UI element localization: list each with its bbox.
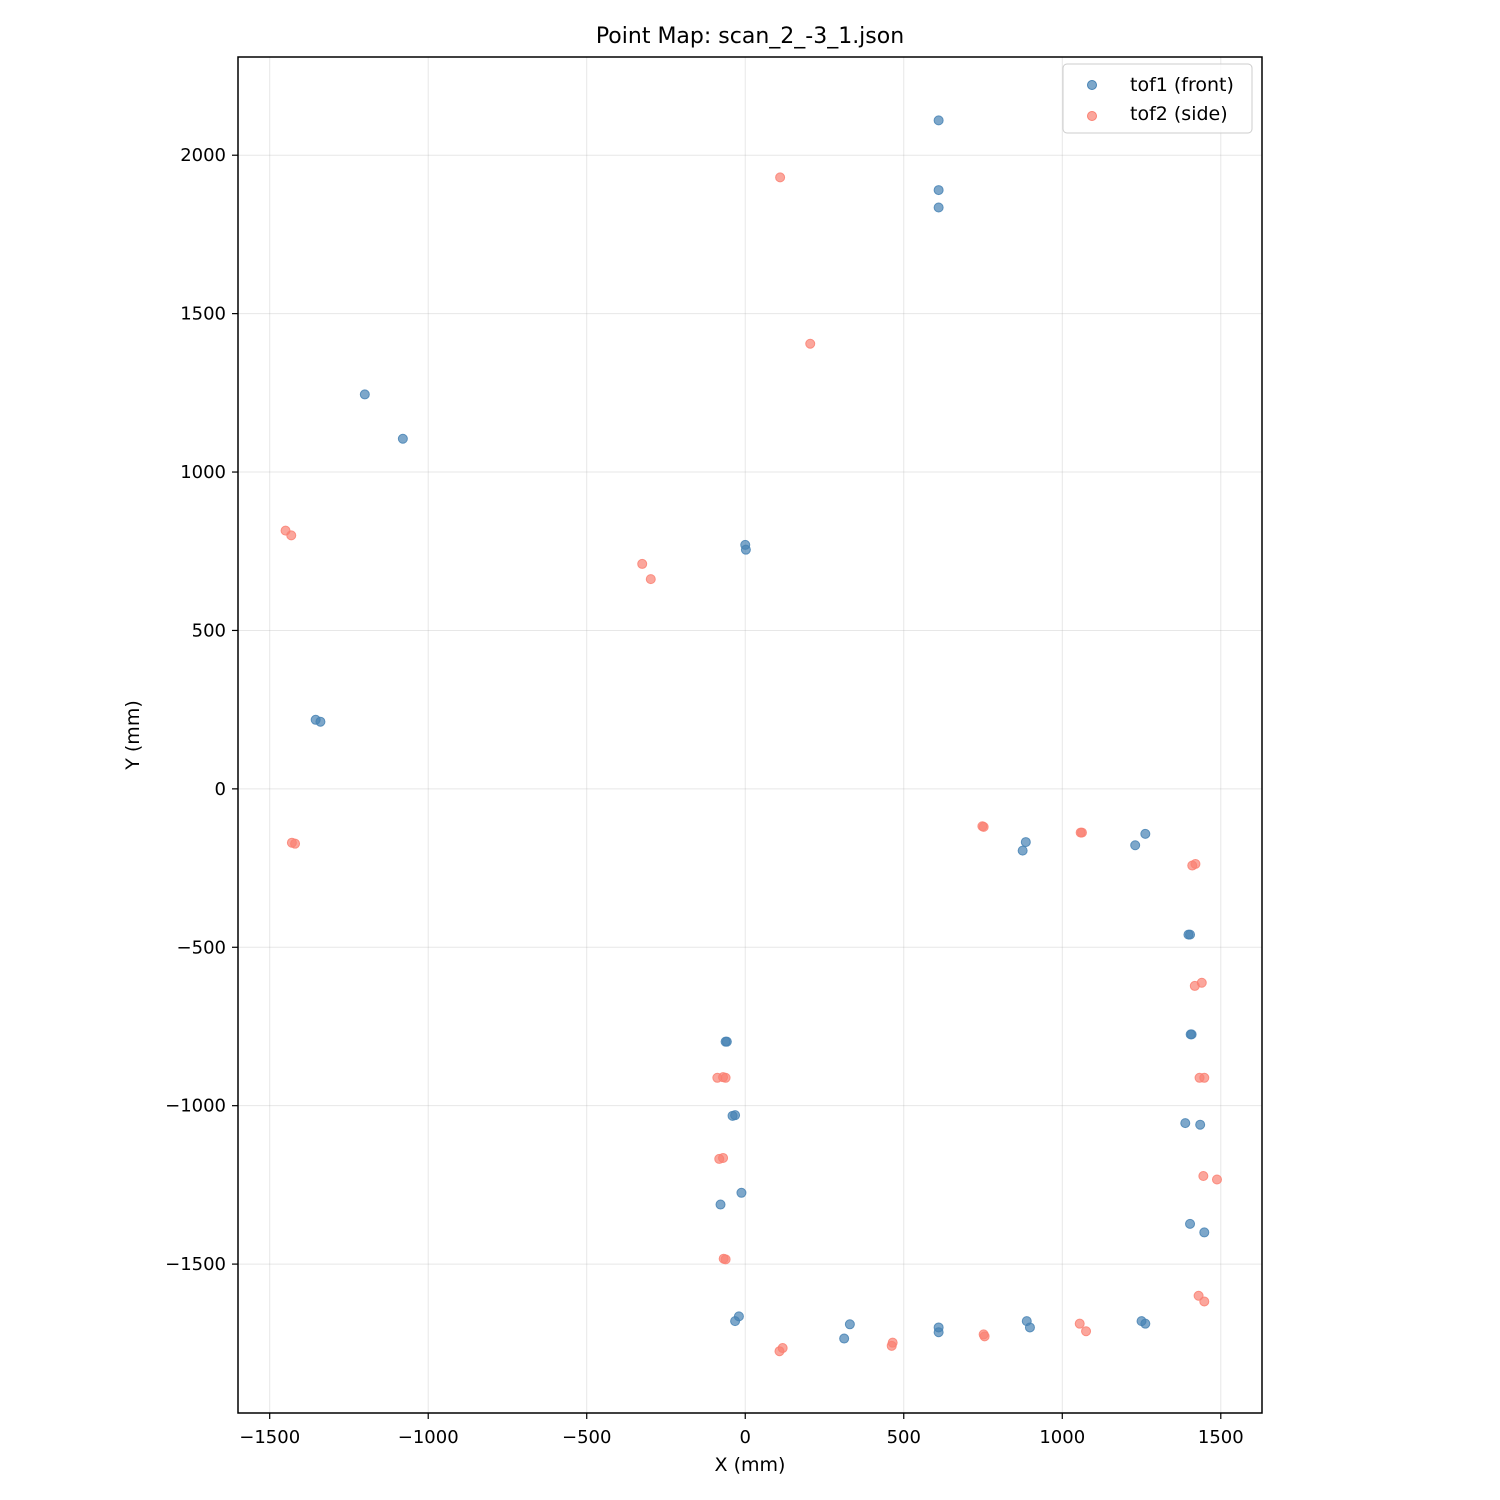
scatter-point [1081,1326,1092,1337]
data-series [280,115,1222,1357]
scatter-point [315,716,326,727]
scatter-point [1024,1322,1035,1333]
grid-lines [238,57,1262,1413]
x-tick-label: 500 [887,1427,921,1448]
scatter-point [359,389,370,400]
scatter-point [720,1254,731,1265]
plot-area [238,57,1262,1413]
scatter-point [933,202,944,213]
scatter-point [1140,1318,1151,1329]
scatter-point [1190,858,1201,869]
scatter-point [1140,828,1151,839]
x-tick-label: −500 [562,1427,611,1448]
scatter-point [1189,980,1200,991]
x-tick-label: −1500 [239,1427,300,1448]
scatter-point [933,1327,944,1338]
scatter-point [1185,929,1196,940]
legend-marker-tof2 [1087,111,1097,121]
legend-marker-tof1 [1087,80,1097,90]
scatter-point [286,530,297,541]
scatter-point [844,1319,855,1330]
legend-label-tof2: tof2 (side) [1130,103,1228,125]
x-tick-label: 1000 [1039,1427,1085,1448]
series-tof1 [310,115,1210,1344]
scatter-point [637,558,648,569]
y-tick-label: 1500 [180,304,226,325]
scatter-point [1185,1218,1196,1229]
y-tick-label: 0 [215,779,226,800]
legend: tof1 (front) tof2 (side) [1062,63,1253,134]
x-tick-label: 1500 [1198,1427,1244,1448]
x-tick-label: 0 [740,1427,751,1448]
scatter-point [1017,845,1028,856]
scatter-point [1076,827,1087,838]
scatter-point [740,544,751,555]
series-tof2 [280,172,1222,1357]
scatter-point [715,1199,726,1210]
scatter-point [721,1036,732,1047]
scatter-point [1198,1171,1209,1182]
scatter-point [736,1187,747,1198]
scatter-point [1195,1119,1206,1130]
scatter-point [1211,1174,1222,1185]
scatter-point [1130,840,1141,851]
scatter-point [933,115,944,126]
scatter-point [1020,837,1031,848]
y-axis-label: Y (mm) [122,700,144,771]
scatter-point [1074,1318,1085,1329]
scatter-point [774,1346,785,1357]
scatter-point [1186,1029,1197,1040]
axis-ticks: −1500 −1000 −500 0 500 1000 1500 −1500 −1000 −500… [165,145,1244,1448]
scatter-point [978,821,989,832]
y-tick-label: −1000 [165,1096,226,1117]
y-tick-label: −500 [177,937,226,958]
scatter-point [1180,1118,1191,1129]
scatter-point [730,1316,741,1327]
scatter-point [933,185,944,196]
scatter-point [1199,1072,1210,1083]
legend-frame [1062,63,1253,134]
scatter-point [720,1072,731,1083]
scatter-point [979,1331,990,1342]
scatter-point [886,1340,897,1351]
y-tick-label: 1000 [180,462,226,483]
scatter-point [775,172,786,183]
y-tick-label: 500 [192,620,226,641]
scatter-point [645,574,656,585]
scatter-point [290,838,301,849]
scatter-point [805,338,816,349]
scatter-point [1199,1227,1210,1238]
scatter-point [839,1333,850,1344]
legend-label-tof1: tof1 (front) [1130,74,1234,96]
y-tick-label: 2000 [180,145,226,166]
scatter-point [397,433,408,444]
scatter-point [712,1072,723,1083]
x-axis-label: X (mm) [715,1454,786,1476]
scatter-point [1199,1296,1210,1307]
scatter-point [714,1153,725,1164]
plot-frame [237,56,1263,1414]
scatter-point [730,1110,741,1121]
x-tick-label: −1000 [398,1427,459,1448]
chart-title: Point Map: scan_2_-3_1.json [596,24,904,49]
y-tick-label: −1500 [165,1254,226,1275]
